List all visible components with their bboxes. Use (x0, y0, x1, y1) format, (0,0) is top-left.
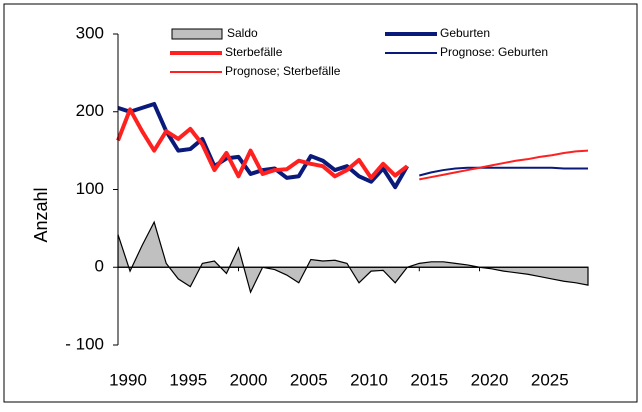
x-tick-label: 2025 (531, 370, 569, 389)
x-tick-label: 2005 (290, 370, 328, 389)
legend-label: Prognose: Geburten (440, 45, 548, 59)
area (117, 220, 589, 294)
y-axis-label: Anzahl (31, 187, 51, 242)
y-tick-label: 300 (76, 23, 104, 42)
y-tick-label: 100 (76, 179, 104, 198)
line (419, 149, 589, 181)
x-tick-label: 2010 (350, 370, 388, 389)
legend-label: Prognose; Sterbefälle (225, 64, 341, 78)
line (116, 107, 409, 180)
line (419, 166, 588, 177)
x-tick-label: 2020 (471, 370, 509, 389)
legend-swatch (171, 28, 223, 40)
legend-label: Geburten (440, 26, 490, 40)
x-tick-label: 1995 (169, 370, 207, 389)
x-tick-label: 2000 (230, 370, 268, 389)
x-tick-label: 2015 (410, 370, 448, 389)
legend-label: Sterbefälle (225, 45, 283, 59)
y-tick-label: - 100 (65, 334, 104, 353)
chart-frame (3, 3, 638, 403)
y-tick-label: 0 (95, 257, 104, 276)
x-tick-label: 1990 (109, 370, 147, 389)
y-tick-label: 200 (76, 101, 104, 120)
legend-label: Saldo (227, 26, 258, 40)
